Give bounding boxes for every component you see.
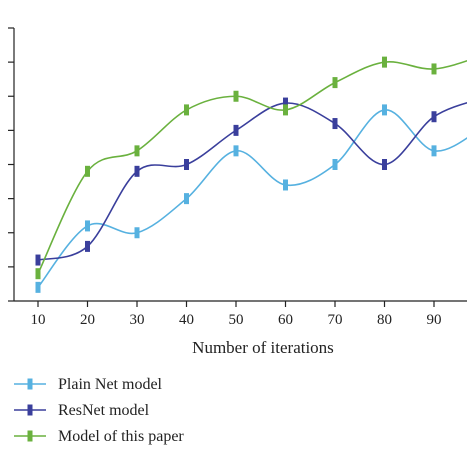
series-line <box>37 101 467 261</box>
x-tick-label: 80 <box>377 312 392 328</box>
x-tick-label: 20 <box>80 312 95 328</box>
legend-item: Plain Net model <box>14 376 163 393</box>
series-line <box>37 109 467 288</box>
data-point <box>184 193 189 205</box>
data-point <box>332 77 338 89</box>
x-tick-label: 40 <box>179 312 194 328</box>
legend-marker <box>27 378 33 390</box>
legend-item: ResNet model <box>14 402 150 419</box>
legend-label: Plain Net model <box>58 376 163 393</box>
legend-label: ResNet model <box>58 402 150 419</box>
x-tick-label: 50 <box>229 312 244 328</box>
x-axis-title: Number of iterations <box>192 338 334 357</box>
legend-label: Model of this paper <box>58 428 184 445</box>
data-point <box>283 179 288 191</box>
data-point <box>35 281 41 293</box>
x-tick-label: 10 <box>31 312 46 328</box>
data-point <box>184 159 189 170</box>
y-axis <box>8 27 15 302</box>
series-line <box>37 59 467 275</box>
y-ticks <box>8 27 14 302</box>
data-point <box>134 165 140 177</box>
legend: Plain Net model ResNet model Model of this… <box>14 376 184 445</box>
data-point <box>431 145 437 157</box>
data-point <box>134 227 140 239</box>
series-lines <box>35 56 467 293</box>
series-2 <box>35 97 467 266</box>
data-point <box>283 104 288 116</box>
data-point <box>332 159 338 170</box>
data-point <box>382 56 387 68</box>
data-point <box>233 124 239 136</box>
data-point <box>85 220 90 232</box>
data-point <box>134 145 140 157</box>
x-ticks: 10 20 30 40 50 60 70 80 90 <box>31 301 442 328</box>
data-point <box>233 145 239 157</box>
legend-marker <box>27 430 33 442</box>
data-point <box>35 268 41 280</box>
legend-item: Model of this paper <box>14 428 184 445</box>
data-point <box>184 104 189 116</box>
x-tick-label: 70 <box>328 312 343 328</box>
data-point <box>283 97 288 109</box>
x-tick-label: 60 <box>278 312 293 328</box>
data-point <box>382 104 387 116</box>
x-tick-label: 90 <box>427 312 442 328</box>
data-point <box>332 118 338 130</box>
data-point <box>233 90 239 102</box>
x-axis: 10 20 30 40 50 60 70 80 90 <box>14 300 467 328</box>
data-point <box>431 111 437 123</box>
data-point <box>35 254 41 266</box>
data-point <box>382 159 387 170</box>
legend-marker <box>27 404 33 416</box>
x-tick-label: 30 <box>130 312 145 328</box>
series-3 <box>35 56 467 280</box>
series-1 <box>35 104 467 293</box>
data-point <box>85 240 90 252</box>
data-point <box>85 165 90 177</box>
data-point <box>431 63 437 75</box>
